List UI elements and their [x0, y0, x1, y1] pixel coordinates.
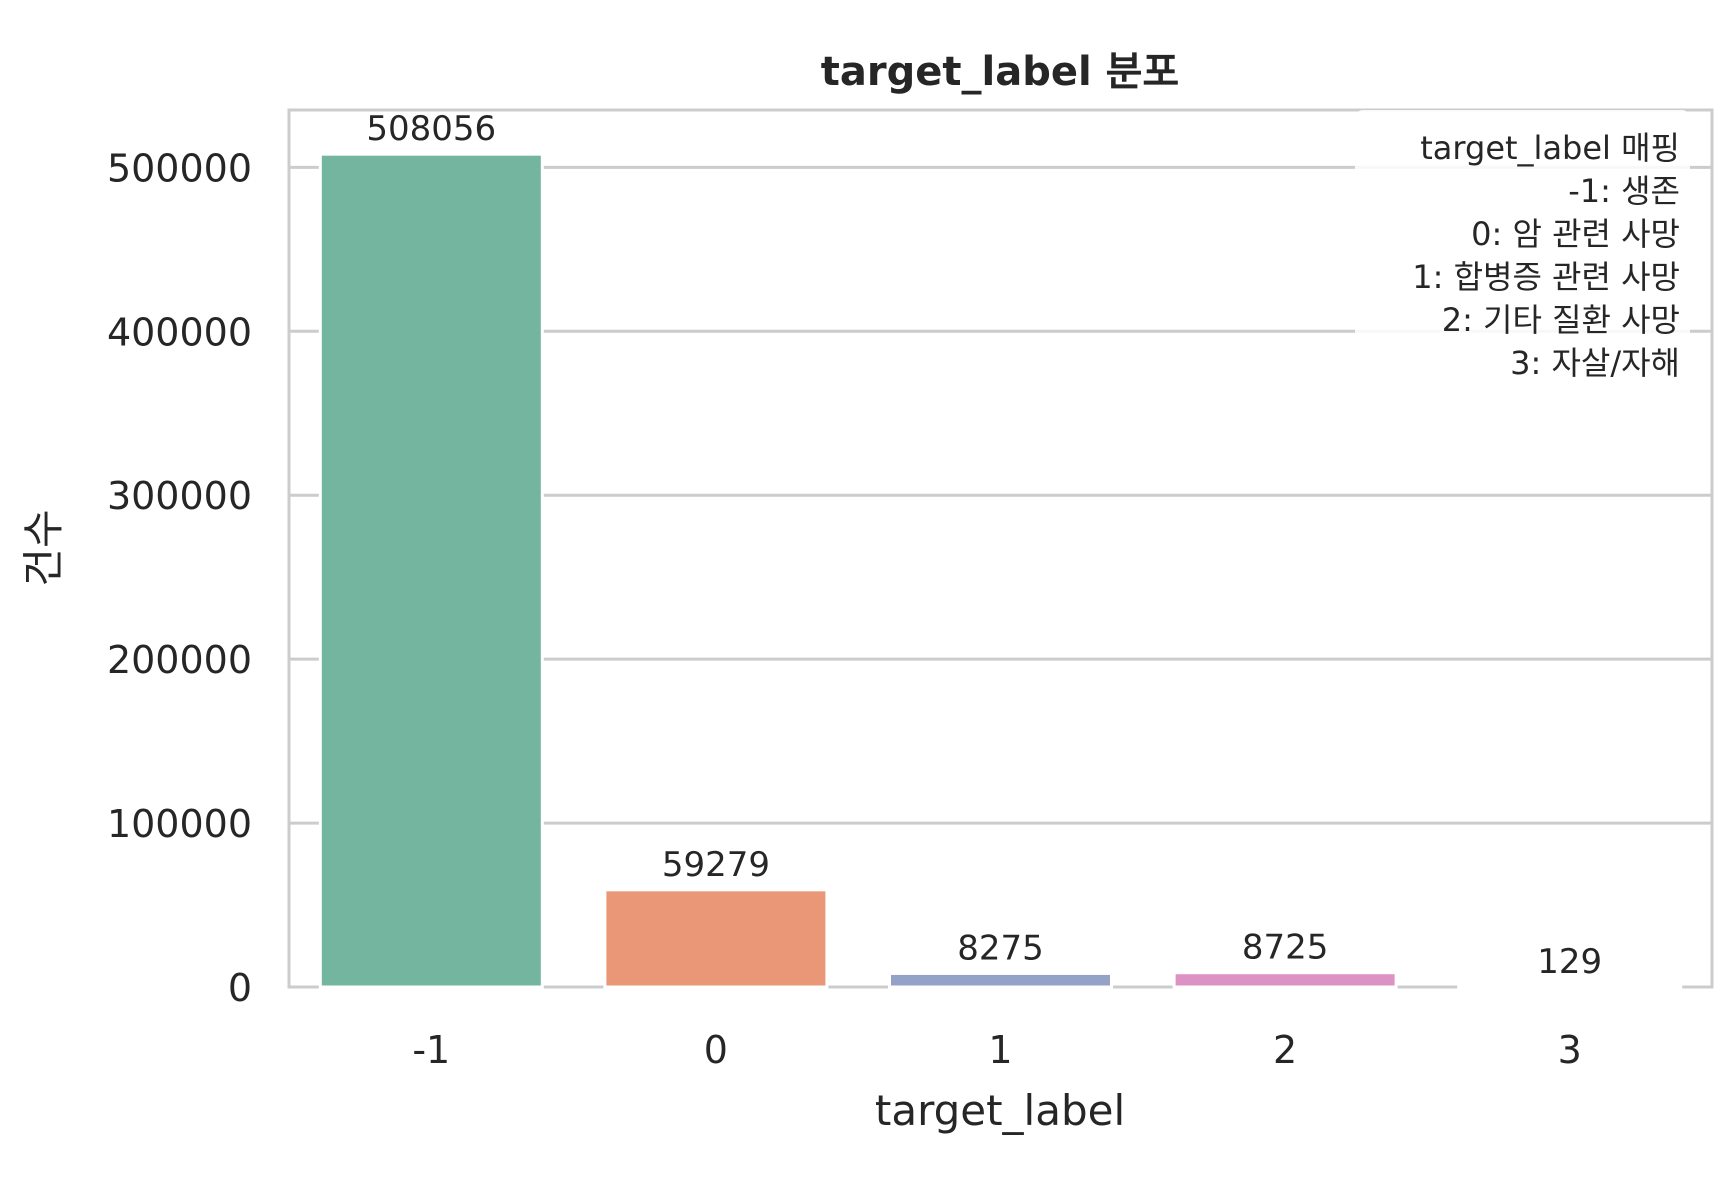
- y-axis-label: 건수: [19, 509, 68, 586]
- legend-entry: 3: 자살/자해: [1510, 344, 1680, 382]
- x-tick-label: 1: [988, 1028, 1012, 1072]
- bar: [1172, 971, 1398, 989]
- chart-title: target_label 분포: [821, 49, 1179, 95]
- legend-box: [1355, 110, 1690, 378]
- x-tick-label: -1: [412, 1028, 450, 1072]
- bar-value-label: 508056: [366, 109, 496, 149]
- bars: [318, 152, 1683, 989]
- legend-title: target_label 매핑: [1420, 129, 1680, 167]
- legend-entry: 0: 암 관련 사망: [1471, 215, 1680, 253]
- x-tick-label: 3: [1558, 1028, 1582, 1072]
- bar-value-label: 129: [1537, 942, 1602, 982]
- y-tick-label: 300000: [107, 474, 252, 518]
- y-axis-ticks: 0 100000 200000 300000 400000 500000: [107, 146, 252, 1010]
- legend-entry: -1: 생존: [1568, 172, 1680, 210]
- bar: [888, 971, 1113, 989]
- x-tick-label: 0: [704, 1028, 728, 1072]
- bar-value-label: 59279: [662, 845, 770, 885]
- bar: [1457, 985, 1683, 989]
- legend-entry: 2: 기타 질환 사망: [1442, 301, 1680, 339]
- x-tick-label: 2: [1273, 1028, 1297, 1072]
- bar-value-label: 8275: [957, 928, 1044, 968]
- x-axis-ticks: -1 0 1 2 3: [412, 1028, 1581, 1072]
- bar-value-labels: 508056 59279 8275 8725 129: [366, 109, 1602, 982]
- bar: [318, 152, 544, 989]
- bar-value-label: 8725: [1242, 928, 1329, 968]
- y-tick-label: 0: [228, 966, 252, 1010]
- y-tick-label: 400000: [107, 310, 252, 354]
- y-tick-label: 100000: [107, 802, 252, 846]
- legend: target_label 매핑 -1: 생존 0: 암 관련 사망 1: 합병증…: [1355, 110, 1690, 382]
- y-tick-label: 500000: [107, 146, 252, 190]
- bar: [603, 888, 829, 989]
- x-axis-label: target_label: [875, 1086, 1125, 1135]
- y-tick-label: 200000: [107, 638, 252, 682]
- legend-entry: 1: 합병증 관련 사망: [1412, 258, 1680, 296]
